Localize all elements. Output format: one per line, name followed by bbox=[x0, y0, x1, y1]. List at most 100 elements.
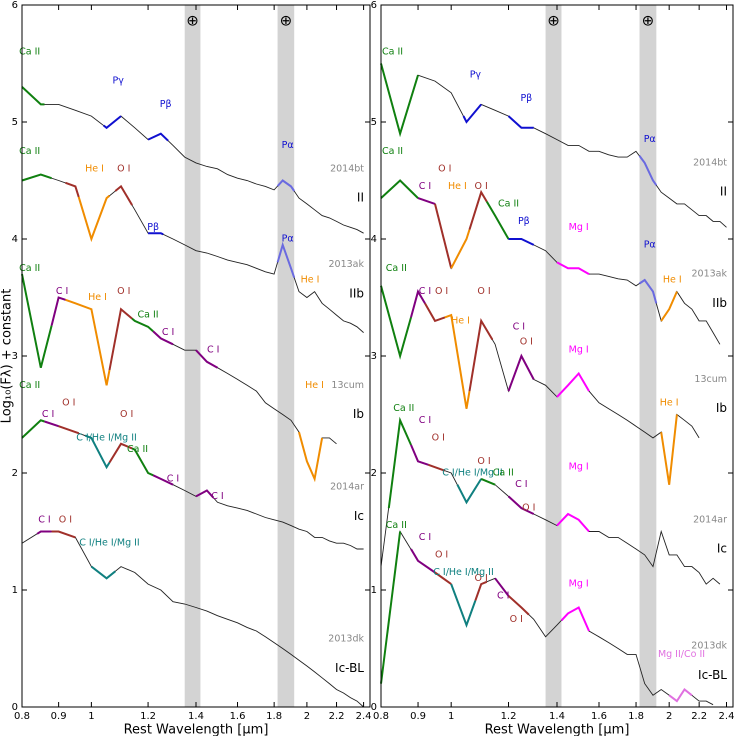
line-feature bbox=[114, 184, 133, 206]
telluric-band bbox=[545, 5, 562, 707]
line-id: O I bbox=[59, 514, 72, 525]
line-feature bbox=[444, 313, 471, 409]
line-id: He I bbox=[448, 181, 467, 192]
line-feature bbox=[102, 115, 122, 130]
y-tick-label: 4 bbox=[371, 234, 377, 245]
line-feature bbox=[410, 289, 426, 318]
x-tick-label: 2.2 bbox=[329, 711, 345, 722]
line-feature bbox=[131, 447, 154, 477]
series-type: Ib bbox=[353, 407, 364, 421]
telluric-symbol: ⊕ bbox=[280, 12, 293, 30]
line-id: Pβ bbox=[518, 216, 530, 227]
line-id: C I bbox=[419, 415, 431, 426]
panel: ⊕ ⊕ II 2014bt IIb 2013ak Ib 13cum Ic 2014ar Ic-BL 2… bbox=[0, 0, 372, 738]
line-feature bbox=[84, 434, 111, 470]
y-tick-label: 5 bbox=[12, 117, 18, 128]
y-tick-label: 3 bbox=[12, 351, 18, 362]
line-id: O I bbox=[435, 549, 448, 560]
line-feature bbox=[638, 278, 658, 304]
line-feature bbox=[417, 197, 436, 205]
telluric-symbol: ⊕ bbox=[642, 12, 655, 30]
y-tick-label: 2 bbox=[371, 468, 377, 479]
line-feature bbox=[468, 318, 494, 392]
line-id: O I bbox=[120, 409, 133, 420]
x-axis-title: Rest Wavelength [μm] bbox=[124, 723, 269, 737]
series-name: 2013dk bbox=[328, 634, 364, 645]
telluric-band bbox=[277, 5, 295, 707]
line-id: C I/He I/Mg II bbox=[76, 432, 137, 443]
series-type: Ib bbox=[716, 401, 727, 415]
y-tick-label: 3 bbox=[371, 351, 377, 362]
series-type: Ic bbox=[354, 509, 364, 523]
line-id: Ca II bbox=[19, 146, 40, 157]
x-tick-label: 0.8 bbox=[14, 711, 30, 722]
line-id: Ca II bbox=[19, 46, 40, 57]
line-feature bbox=[298, 431, 324, 483]
y-tick-label: 5 bbox=[371, 117, 377, 128]
line-id: He I bbox=[451, 315, 470, 326]
y-tick-label: 4 bbox=[12, 234, 18, 245]
line-id: Pγ bbox=[470, 70, 482, 81]
line-id: He I bbox=[85, 163, 104, 174]
x-tick-label: 1.4 bbox=[549, 711, 565, 722]
line-id: Ca II bbox=[386, 520, 407, 531]
line-id: He I bbox=[305, 380, 324, 391]
y-tick-label: 1 bbox=[12, 585, 18, 596]
y-tick-label: 6 bbox=[12, 0, 18, 11]
line-id: Ca II bbox=[493, 468, 514, 479]
line-feature bbox=[556, 512, 590, 533]
x-tick-label: 2.2 bbox=[691, 711, 707, 722]
x-tick-label: 1 bbox=[448, 711, 454, 722]
line-id: O I bbox=[474, 181, 487, 192]
line-id: Pα bbox=[282, 234, 294, 245]
line-feature bbox=[131, 317, 154, 333]
line-feature bbox=[148, 232, 164, 236]
x-axis-title: Rest Wavelength [μm] bbox=[485, 723, 630, 737]
x-tick-label: 1.8 bbox=[266, 711, 282, 722]
series-type: II bbox=[720, 185, 727, 199]
x-tick-label: 2.4 bbox=[719, 711, 735, 722]
x-tick-label: 1.4 bbox=[188, 711, 204, 722]
line-feature bbox=[276, 241, 296, 278]
line-feature bbox=[507, 115, 534, 129]
line-feature bbox=[508, 238, 535, 246]
line-id: O I bbox=[510, 614, 523, 625]
line-id: C I bbox=[162, 327, 174, 338]
line-id: Ca II bbox=[386, 263, 407, 274]
line-id: Mg I bbox=[569, 462, 589, 473]
line-feature bbox=[474, 580, 488, 601]
telluric-band bbox=[184, 5, 201, 707]
line-feature bbox=[108, 307, 133, 371]
series-name: 2013dk bbox=[691, 641, 727, 652]
line-feature bbox=[410, 548, 436, 574]
line-feature bbox=[195, 489, 215, 499]
line-id: He I bbox=[660, 397, 679, 408]
line-feature bbox=[410, 444, 429, 466]
y-axis-title: Log₁₀(Fλ) + constant bbox=[0, 289, 15, 424]
x-tick-label: 0.9 bbox=[410, 711, 426, 722]
line-feature bbox=[152, 330, 174, 346]
line-id: Ca II bbox=[19, 380, 40, 391]
series-type: Ic bbox=[717, 542, 727, 556]
series-type: II bbox=[357, 191, 364, 205]
line-id: O I bbox=[520, 336, 533, 347]
series-name: 2014bt bbox=[693, 157, 727, 168]
line-id: Ca II bbox=[127, 444, 148, 455]
x-tick-label: 1.6 bbox=[591, 711, 607, 722]
line-feature bbox=[556, 261, 590, 275]
line-feature bbox=[494, 577, 510, 597]
line-feature bbox=[507, 353, 535, 392]
line-feature bbox=[450, 583, 477, 628]
line-feature bbox=[434, 203, 453, 269]
line-id: Pγ bbox=[112, 76, 124, 87]
line-feature bbox=[660, 291, 678, 322]
line-feature bbox=[507, 495, 535, 515]
telluric-symbol: ⊕ bbox=[547, 12, 560, 30]
line-feature bbox=[21, 173, 52, 182]
x-tick-label: 1 bbox=[88, 711, 94, 722]
line-feature bbox=[51, 530, 76, 539]
series-type: Ic-BL bbox=[335, 661, 364, 675]
y-tick-label: 1 bbox=[371, 585, 377, 596]
